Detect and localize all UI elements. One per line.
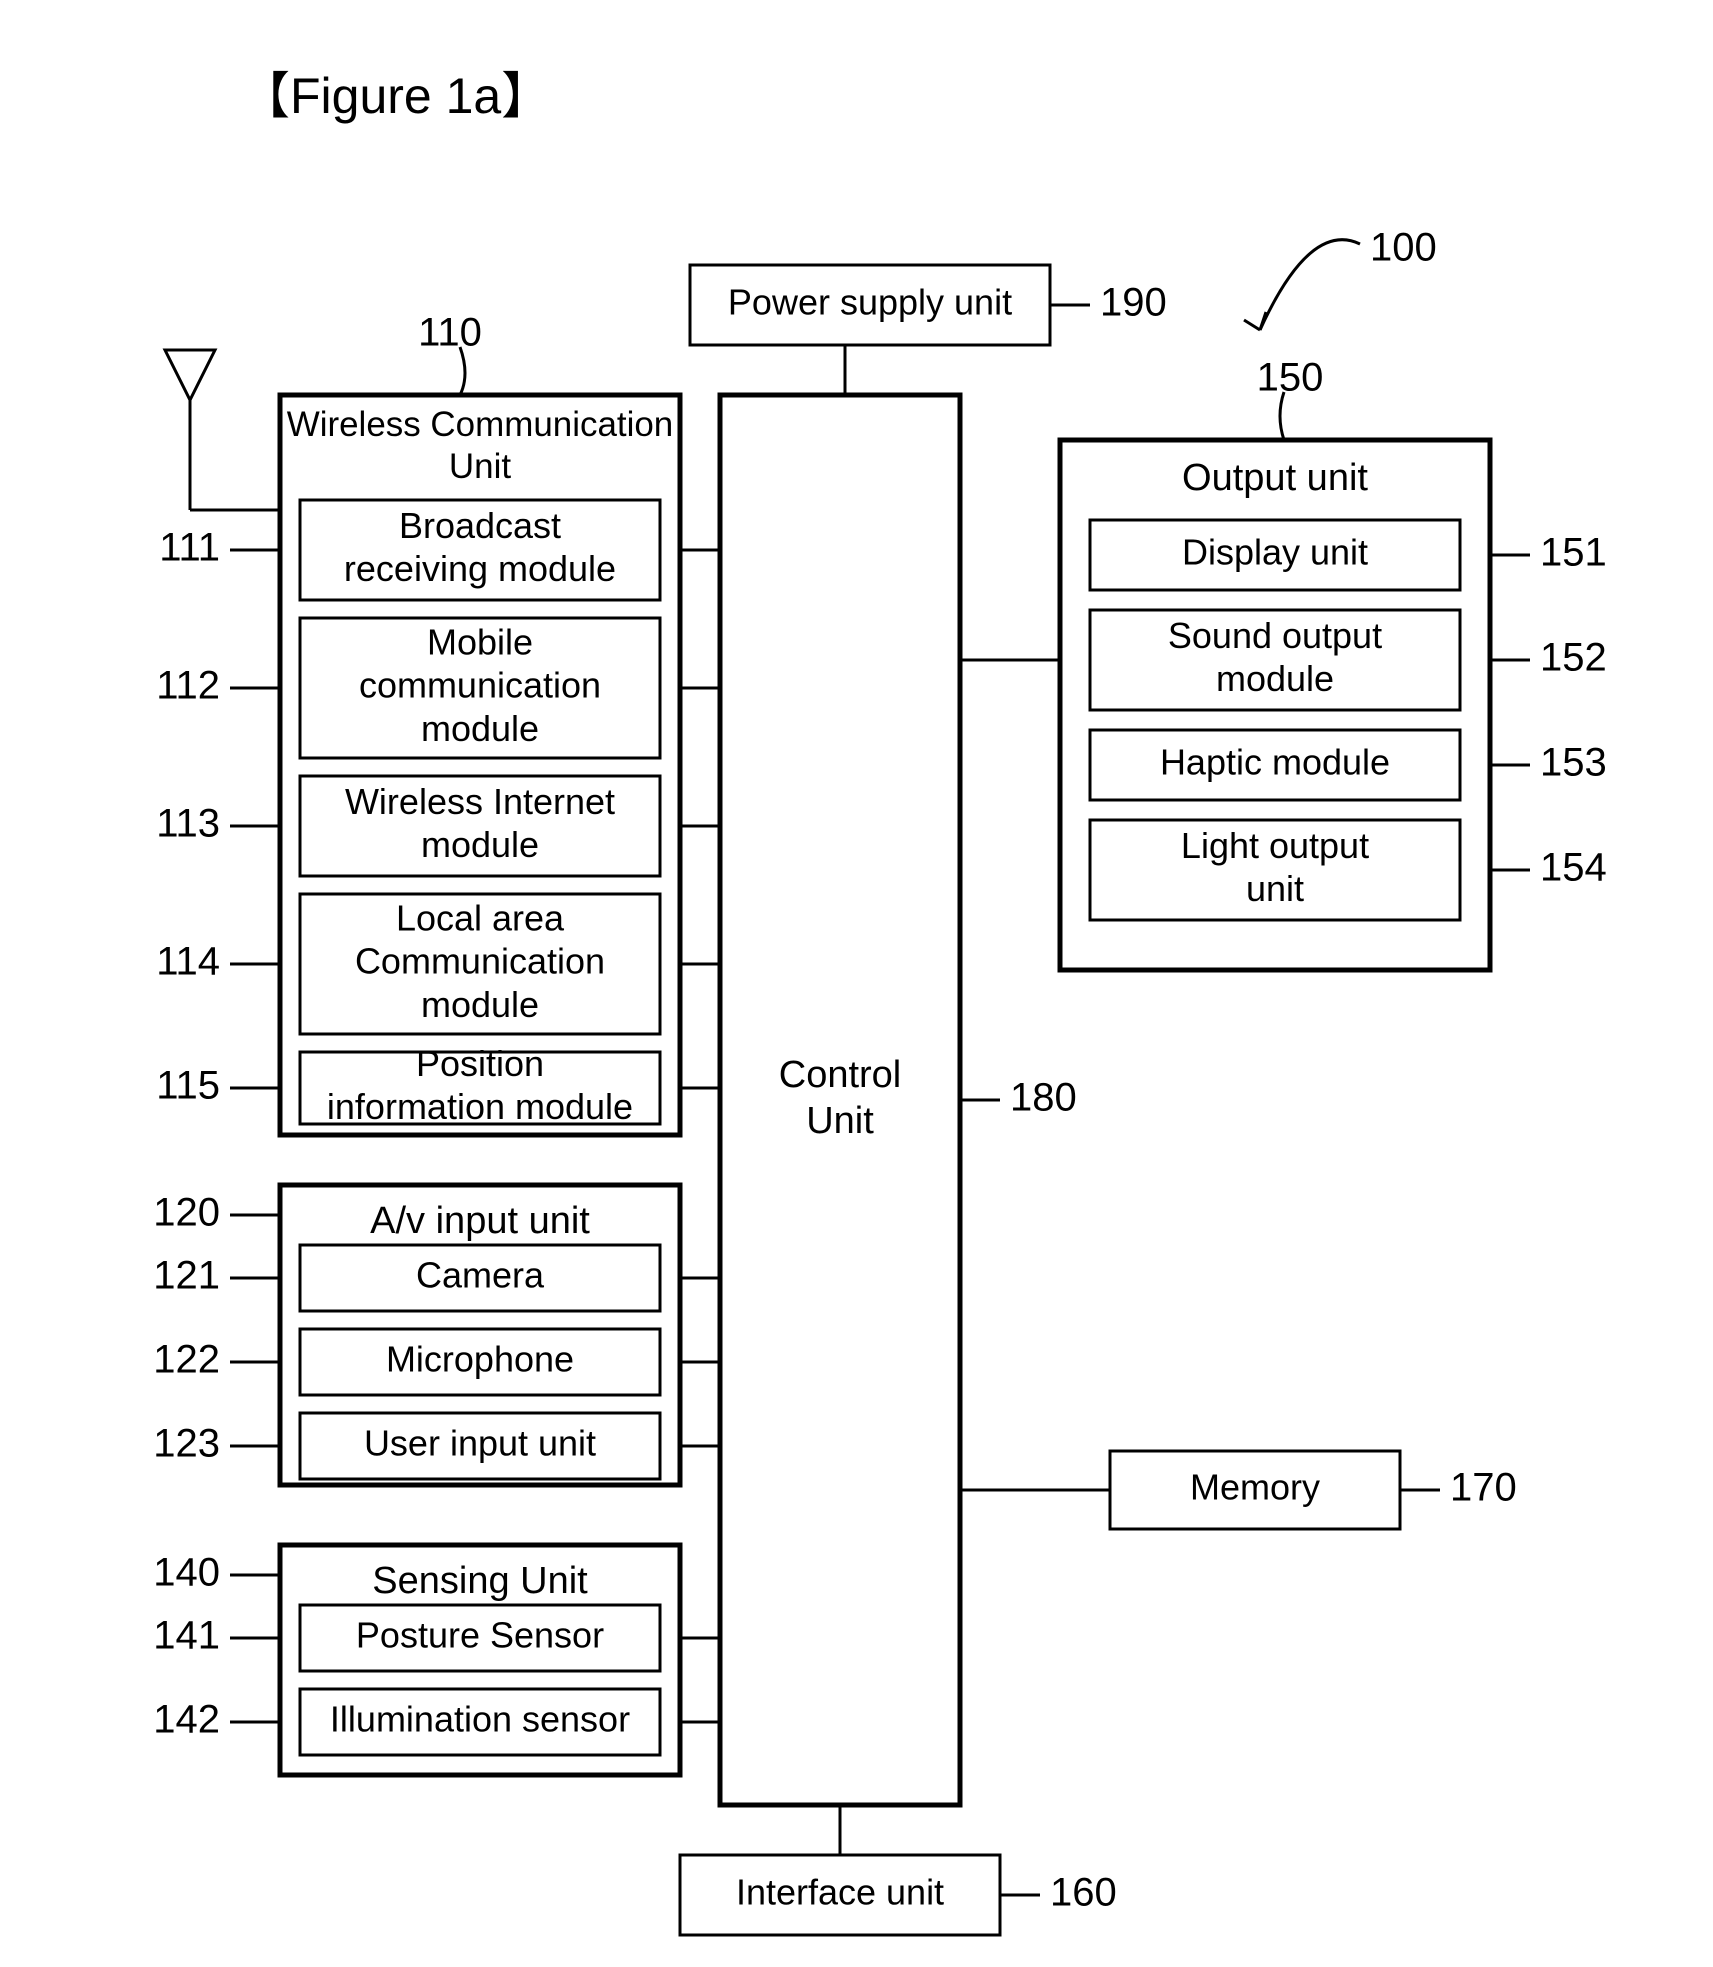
module-label: module	[421, 984, 539, 1025]
module-label: Position	[416, 1043, 544, 1084]
module-label: Camera	[416, 1255, 545, 1296]
wireless-title: Wireless Communication	[287, 405, 674, 444]
ref-100-arrow	[1260, 240, 1360, 330]
module-label: Sound output	[1168, 615, 1382, 656]
group-title: Sensing Unit	[372, 1560, 588, 1602]
module-label: Posture Sensor	[356, 1615, 604, 1656]
module-label: module	[421, 708, 539, 749]
module-label: Haptic module	[1160, 742, 1390, 783]
module-label: Broadcast	[399, 505, 561, 546]
ref-140: 140	[153, 1551, 220, 1595]
ref-190: 190	[1100, 281, 1167, 325]
ref-153: 153	[1540, 741, 1607, 785]
control-unit-label: Unit	[806, 1100, 874, 1142]
ref-180: 180	[1010, 1076, 1077, 1120]
ref-122: 122	[153, 1338, 220, 1382]
module-label: Mobile	[427, 621, 533, 662]
module-label: information module	[327, 1086, 633, 1127]
ref-120: 120	[153, 1191, 220, 1235]
module-label: Communication	[355, 941, 605, 982]
ref-160: 160	[1050, 1871, 1117, 1915]
ref-110: 110	[418, 311, 482, 355]
module-label: Wireless Internet	[345, 781, 615, 822]
module-label: Light output	[1181, 825, 1369, 866]
module-label: communication	[359, 665, 601, 706]
group-title: A/v input unit	[370, 1200, 590, 1242]
memory-label: Memory	[1190, 1467, 1320, 1508]
output-unit-title: Output unit	[1182, 457, 1368, 499]
wireless-title: Unit	[449, 447, 511, 486]
ref-114: 114	[156, 940, 220, 984]
module-label: receiving module	[344, 548, 616, 589]
module-label: module	[421, 824, 539, 865]
ref-150: 150	[1257, 356, 1324, 400]
module-label: Local area	[396, 897, 565, 938]
ref-152: 152	[1540, 636, 1607, 680]
module-label: unit	[1246, 868, 1304, 909]
interface-unit-label: Interface unit	[736, 1872, 944, 1913]
ref-111: 111	[159, 526, 220, 570]
ref-115: 115	[156, 1064, 220, 1108]
module-label: Display unit	[1182, 532, 1368, 573]
antenna-icon	[165, 350, 215, 400]
ref-100: 100	[1370, 226, 1437, 270]
ref-113: 113	[156, 802, 220, 846]
module-label: Microphone	[386, 1339, 574, 1380]
module-label: User input unit	[364, 1423, 596, 1464]
ref-151: 151	[1540, 531, 1607, 575]
ref-121: 121	[153, 1254, 220, 1298]
figure-label: 【Figure 1a】	[240, 68, 551, 124]
module-label: module	[1216, 658, 1334, 699]
ref-142: 142	[153, 1698, 220, 1742]
ref-154: 154	[1540, 846, 1607, 890]
ref-112: 112	[156, 664, 220, 708]
module-label: Illumination sensor	[330, 1699, 630, 1740]
power-supply-label: Power supply unit	[728, 282, 1012, 323]
ref-170: 170	[1450, 1466, 1517, 1510]
ref-123: 123	[153, 1422, 220, 1466]
ref-141: 141	[153, 1614, 220, 1658]
control-unit-label: Control	[779, 1054, 902, 1096]
